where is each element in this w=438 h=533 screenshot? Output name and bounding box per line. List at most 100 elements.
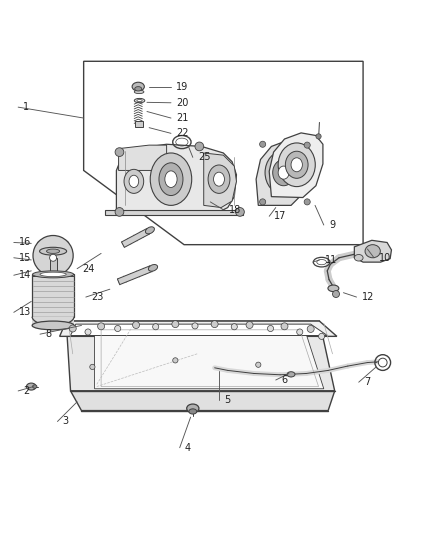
Circle shape xyxy=(115,207,124,216)
Text: 21: 21 xyxy=(176,113,189,123)
Ellipse shape xyxy=(278,143,315,187)
Ellipse shape xyxy=(40,272,66,277)
Text: 5: 5 xyxy=(224,394,230,405)
Circle shape xyxy=(297,329,303,335)
Text: 7: 7 xyxy=(364,377,370,387)
Circle shape xyxy=(260,141,266,147)
Text: 16: 16 xyxy=(19,238,31,247)
Ellipse shape xyxy=(287,372,295,377)
Ellipse shape xyxy=(32,271,74,278)
Ellipse shape xyxy=(134,90,144,94)
Circle shape xyxy=(192,323,198,329)
Circle shape xyxy=(268,326,274,332)
Polygon shape xyxy=(84,61,363,245)
Ellipse shape xyxy=(134,99,145,103)
Text: 4: 4 xyxy=(185,443,191,453)
Polygon shape xyxy=(95,328,324,389)
Ellipse shape xyxy=(273,159,294,185)
Text: 1: 1 xyxy=(23,102,29,112)
Polygon shape xyxy=(117,144,237,214)
Ellipse shape xyxy=(291,158,302,172)
Polygon shape xyxy=(269,133,323,198)
Ellipse shape xyxy=(32,321,74,330)
Text: 9: 9 xyxy=(329,220,335,230)
Ellipse shape xyxy=(148,264,158,271)
Circle shape xyxy=(246,321,253,328)
Polygon shape xyxy=(32,274,74,317)
Polygon shape xyxy=(32,317,74,326)
Text: 13: 13 xyxy=(19,308,31,317)
Ellipse shape xyxy=(124,169,144,193)
Ellipse shape xyxy=(328,285,339,292)
Text: 2: 2 xyxy=(23,386,30,396)
Circle shape xyxy=(316,134,321,139)
Text: 14: 14 xyxy=(19,270,31,280)
Polygon shape xyxy=(49,258,57,276)
Text: 15: 15 xyxy=(19,253,32,263)
Polygon shape xyxy=(121,229,149,247)
Polygon shape xyxy=(204,153,237,207)
Ellipse shape xyxy=(214,172,224,186)
Circle shape xyxy=(307,326,314,333)
Ellipse shape xyxy=(365,245,380,258)
Polygon shape xyxy=(71,391,335,410)
Ellipse shape xyxy=(165,171,177,188)
Circle shape xyxy=(231,324,237,330)
Ellipse shape xyxy=(145,227,155,234)
Ellipse shape xyxy=(137,100,142,102)
Polygon shape xyxy=(135,121,143,127)
Circle shape xyxy=(115,148,124,157)
Ellipse shape xyxy=(135,87,142,91)
Ellipse shape xyxy=(26,383,36,390)
Circle shape xyxy=(304,199,310,205)
Text: 22: 22 xyxy=(176,128,189,139)
Text: 18: 18 xyxy=(229,205,241,215)
Ellipse shape xyxy=(132,82,145,91)
Circle shape xyxy=(133,321,140,328)
Polygon shape xyxy=(71,324,327,335)
Circle shape xyxy=(260,199,266,205)
Polygon shape xyxy=(60,321,337,336)
Text: 20: 20 xyxy=(176,98,189,108)
Text: 23: 23 xyxy=(91,292,103,302)
Text: 10: 10 xyxy=(379,253,392,263)
Text: 17: 17 xyxy=(275,211,287,221)
Circle shape xyxy=(173,358,178,363)
Circle shape xyxy=(49,254,57,261)
Ellipse shape xyxy=(354,254,363,261)
Circle shape xyxy=(195,142,204,151)
Ellipse shape xyxy=(265,151,302,195)
Circle shape xyxy=(85,329,91,335)
Circle shape xyxy=(281,323,288,330)
Circle shape xyxy=(211,321,218,328)
Ellipse shape xyxy=(32,385,37,389)
Text: 25: 25 xyxy=(198,152,211,163)
Circle shape xyxy=(115,326,121,332)
Circle shape xyxy=(378,358,387,367)
Ellipse shape xyxy=(187,404,199,413)
Circle shape xyxy=(236,207,244,216)
Ellipse shape xyxy=(46,249,60,253)
Circle shape xyxy=(152,324,159,330)
Text: 19: 19 xyxy=(176,83,188,93)
Circle shape xyxy=(69,325,76,332)
Polygon shape xyxy=(119,145,166,171)
Text: 8: 8 xyxy=(45,329,51,339)
Circle shape xyxy=(90,364,95,369)
Polygon shape xyxy=(66,321,335,391)
Wedge shape xyxy=(33,236,73,276)
Circle shape xyxy=(98,323,105,330)
Circle shape xyxy=(332,290,339,297)
Ellipse shape xyxy=(286,151,308,179)
Circle shape xyxy=(172,321,179,328)
Polygon shape xyxy=(354,240,392,262)
Ellipse shape xyxy=(208,165,230,193)
Polygon shape xyxy=(256,140,311,205)
Ellipse shape xyxy=(150,153,192,205)
Ellipse shape xyxy=(129,175,139,188)
Text: 11: 11 xyxy=(325,255,337,265)
Ellipse shape xyxy=(39,247,67,255)
Ellipse shape xyxy=(189,409,197,414)
Text: 12: 12 xyxy=(362,292,374,302)
Text: 3: 3 xyxy=(63,416,69,426)
